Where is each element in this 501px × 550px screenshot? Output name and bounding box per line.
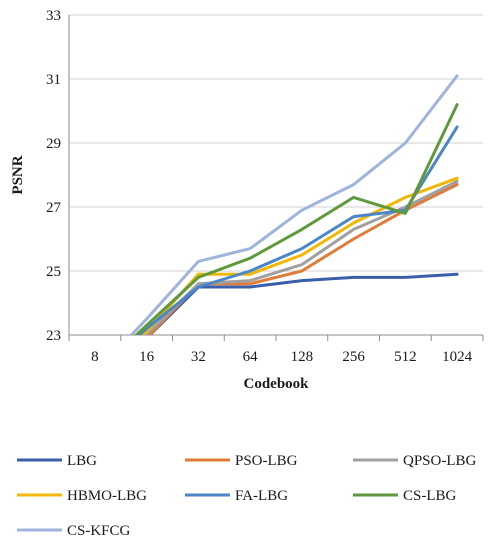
legend-item: QPSO-LBG — [353, 453, 477, 469]
legend-item: LBG — [17, 453, 97, 469]
x-tick-label: 512 — [394, 349, 417, 365]
legend-label: LBG — [67, 453, 97, 469]
x-tick-label: 64 — [243, 349, 259, 365]
legend-item: CS-LBG — [353, 488, 457, 504]
legend-label: PSO-LBG — [235, 453, 298, 469]
legend-item: HBMO-LBG — [17, 488, 147, 504]
series-line-cs-lbg — [134, 103, 459, 335]
y-tick-label: 29 — [46, 136, 61, 152]
series-line-pso-lbg — [147, 183, 459, 335]
x-tick-label: 8 — [91, 349, 99, 365]
y-tick-labels: 23 25 27 29 31 33 — [46, 8, 62, 344]
y-tick-label: 33 — [46, 8, 61, 24]
legend-label: HBMO-LBG — [67, 488, 147, 504]
legend-label: QPSO-LBG — [403, 453, 477, 469]
x-tick-labels: 8 16 32 64 128 256 512 1024 — [91, 349, 473, 365]
y-tick-label: 23 — [46, 328, 61, 344]
x-tick-label: 16 — [139, 349, 155, 365]
legend-label: CS-LBG — [403, 488, 457, 504]
y-tick-label: 31 — [46, 72, 61, 88]
legend: LBG PSO-LBG QPSO-LBG HBMO-LBG FA-LBG CS-LBG CS… — [17, 453, 477, 539]
legend-label: FA-LBG — [235, 488, 288, 504]
x-tick-label: 256 — [342, 349, 365, 365]
x-tick-label: 128 — [291, 349, 314, 365]
series-lines — [129, 74, 459, 335]
legend-label: CS-KFCG — [67, 523, 131, 539]
legend-item: FA-LBG — [185, 488, 288, 504]
x-tick-label: 32 — [191, 349, 206, 365]
gridlines — [69, 14, 483, 336]
x-axis-title: Codebook — [243, 376, 309, 392]
y-tick-label: 25 — [46, 264, 61, 280]
legend-item: CS-KFCG — [17, 523, 131, 539]
y-axis-title: PSNR — [10, 155, 26, 194]
y-tick-label: 27 — [46, 200, 62, 216]
x-tick-label: 1024 — [442, 349, 473, 365]
legend-item: PSO-LBG — [185, 453, 298, 469]
series-line-cs-kfcg — [129, 74, 459, 335]
